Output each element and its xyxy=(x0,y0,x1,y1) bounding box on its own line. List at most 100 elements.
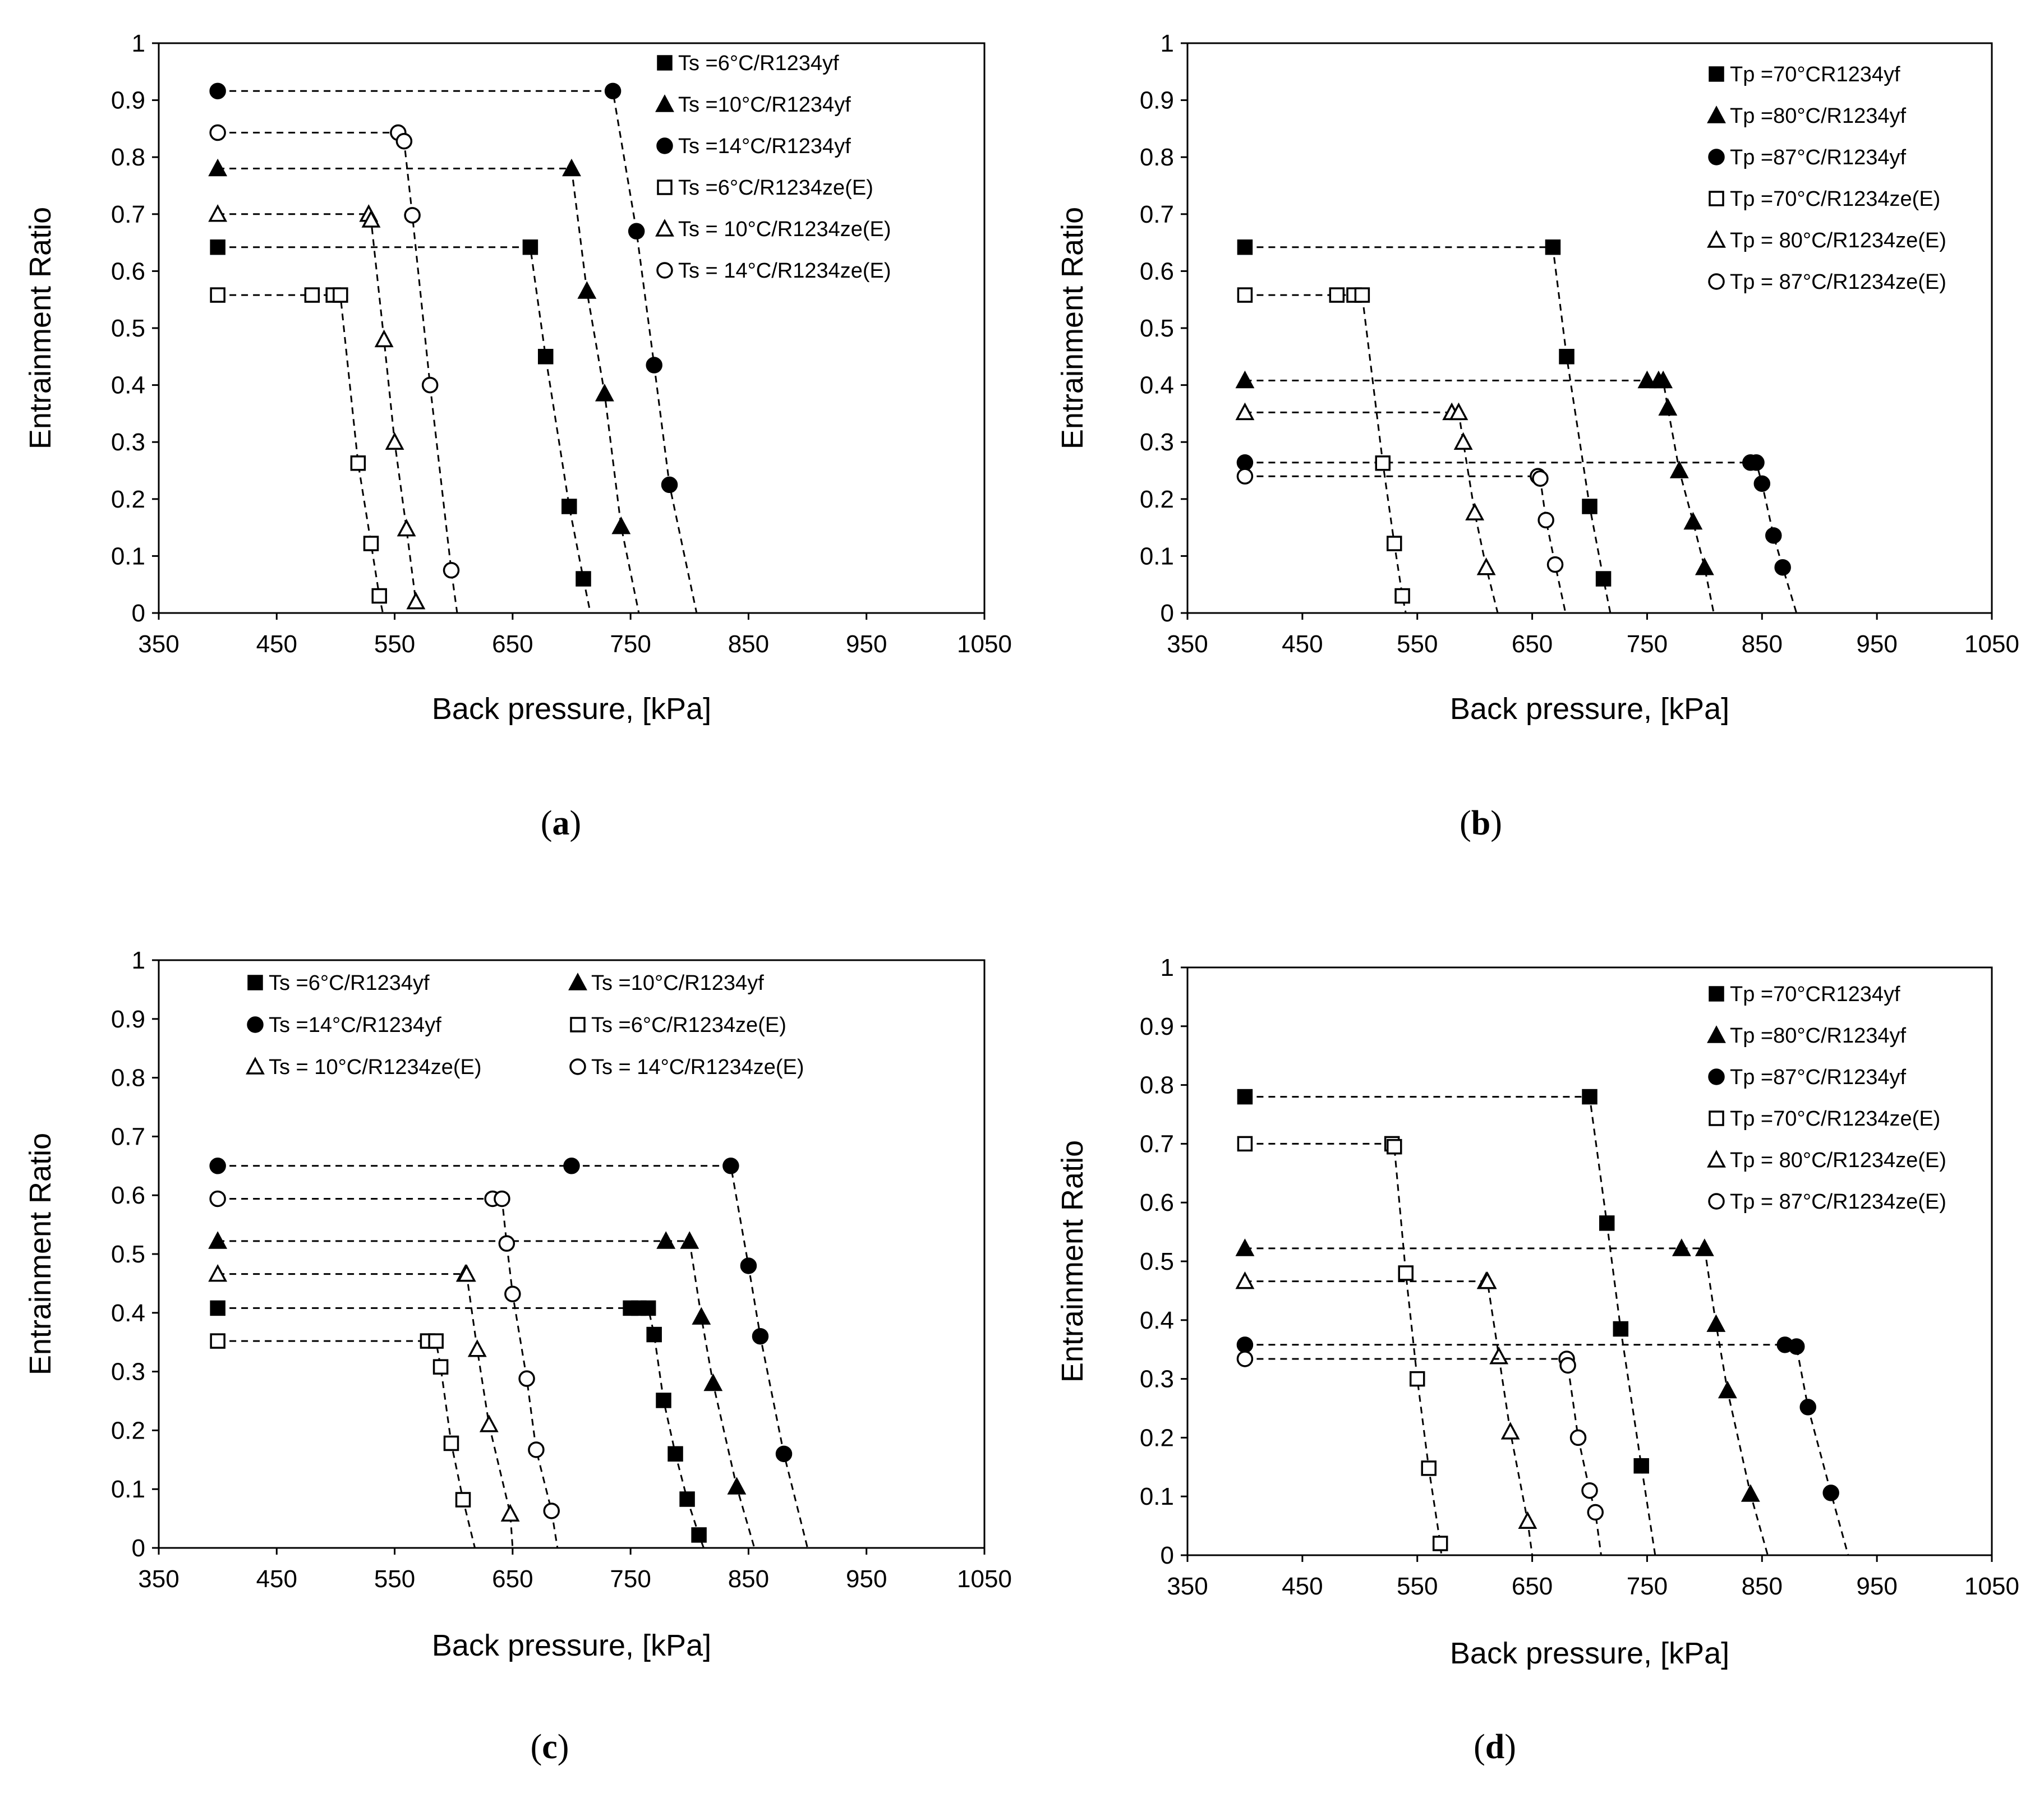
legend-item: Tp = 87°C/R1234ze(E) xyxy=(1708,1190,1946,1214)
data-point xyxy=(363,536,379,551)
y-tick-label: 0.8 xyxy=(1140,144,1174,171)
x-tick-label: 350 xyxy=(1167,630,1208,658)
x-tick-label: 550 xyxy=(374,630,415,658)
y-tick-label: 1 xyxy=(1161,954,1174,981)
data-point xyxy=(563,1158,580,1174)
legend-label: Tp =70°CR1234yf xyxy=(1730,63,1900,86)
data-point xyxy=(209,124,226,141)
legend-marker xyxy=(246,1057,265,1075)
series-5 xyxy=(208,1264,520,1548)
legend-item: Ts = 14°C/R1234ze(E) xyxy=(656,259,891,283)
series-4 xyxy=(210,287,387,614)
panel-label: (c) xyxy=(531,1728,569,1766)
data-point xyxy=(1559,1357,1576,1374)
series-4 xyxy=(1237,1136,1448,1556)
data-point xyxy=(1394,588,1410,604)
data-point xyxy=(406,591,426,610)
data-point xyxy=(397,518,416,537)
legend-marker xyxy=(1708,149,1725,165)
data-point xyxy=(562,158,581,177)
data-point xyxy=(691,1527,707,1543)
legend: Ts =6°C/R1234yf Ts =10°C/R1234yf Ts =14°C/… xyxy=(246,971,804,1079)
y-tick-label: 0.4 xyxy=(1140,1307,1174,1334)
data-point xyxy=(1587,1504,1604,1521)
data-point xyxy=(500,1504,520,1522)
y-tick-label: 0.5 xyxy=(1140,315,1174,342)
series-6 xyxy=(1236,1350,1604,1556)
data-point xyxy=(1465,503,1485,520)
legend-item: Ts =14°C/R1234yf xyxy=(656,135,851,158)
x-tick-label: 550 xyxy=(1397,630,1438,658)
legend-item: Ts =10°C/R1234yf xyxy=(655,93,851,117)
y-tick-label: 1 xyxy=(1161,30,1174,57)
series-5 xyxy=(208,204,426,614)
data-point xyxy=(428,1333,444,1349)
y-tick-label: 1 xyxy=(132,947,145,974)
legend-item: Ts =6°C/R1234yf xyxy=(247,971,430,995)
legend-marker xyxy=(1708,1068,1725,1085)
data-point xyxy=(1774,559,1791,576)
data-point xyxy=(1658,398,1678,416)
data-point xyxy=(385,432,404,450)
legend-marker xyxy=(655,219,674,237)
legend-marker xyxy=(569,1058,586,1075)
legend-item: Tp =87°C/R1234yf xyxy=(1708,1066,1907,1089)
y-tick-label: 0 xyxy=(1161,1542,1174,1569)
y-tick-label: 0.3 xyxy=(1140,428,1174,456)
y-tick-label: 0.1 xyxy=(111,542,145,570)
legend-item: Ts =14°C/R1234yf xyxy=(247,1013,441,1037)
panel-label: (a) xyxy=(541,804,581,842)
data-point xyxy=(404,207,421,224)
y-tick-label: 0.7 xyxy=(1140,1130,1174,1158)
data-point xyxy=(1753,475,1771,492)
data-point xyxy=(1235,402,1255,421)
data-point xyxy=(1569,1429,1587,1446)
data-point xyxy=(421,376,439,394)
data-point xyxy=(561,499,577,514)
legend-label: Tp =87°C/R1234yf xyxy=(1730,146,1907,169)
data-point xyxy=(1237,287,1253,303)
data-point xyxy=(467,1339,487,1357)
x-tick-label: 850 xyxy=(1742,1573,1783,1600)
data-point xyxy=(1741,1484,1760,1502)
x-tick-label: 450 xyxy=(1282,1573,1323,1600)
data-point xyxy=(528,1441,545,1458)
data-point xyxy=(1432,1536,1448,1551)
series-2 xyxy=(208,1231,756,1548)
series-3 xyxy=(1236,1336,1849,1556)
x-tick-label: 450 xyxy=(1282,630,1323,658)
y-axis-label: Entrainment Ratio xyxy=(24,207,57,449)
y-tick-label: 0.9 xyxy=(1140,1013,1174,1040)
data-point xyxy=(1537,511,1554,529)
data-point xyxy=(646,1326,662,1343)
data-point xyxy=(1669,460,1689,478)
series-line xyxy=(1245,1096,1656,1556)
data-point xyxy=(210,1333,225,1349)
data-point xyxy=(1236,468,1254,485)
series-3 xyxy=(209,82,698,614)
legend-item: Tp =80°C/R1234yf xyxy=(1707,1024,1907,1048)
x-axis-label: Back pressure, [kPa] xyxy=(1450,692,1729,726)
x-tick-label: 1050 xyxy=(1964,1573,2019,1600)
data-point xyxy=(1237,239,1253,255)
y-tick-label: 0.2 xyxy=(111,1417,145,1444)
x-tick-label: 450 xyxy=(256,630,297,658)
legend-item: Ts =6°C/R1234yf xyxy=(657,52,839,75)
legend-marker xyxy=(1708,1193,1725,1210)
data-point xyxy=(1633,1458,1649,1474)
series-line xyxy=(218,90,698,614)
data-point xyxy=(1409,1371,1425,1387)
data-point xyxy=(1518,1511,1537,1529)
legend-item: Ts =10°C/R1234yf xyxy=(568,971,764,995)
legend-label: Tp =70°C/R1234ze(E) xyxy=(1730,1107,1940,1131)
data-point xyxy=(537,349,554,365)
legend-label: Tp = 80°C/R1234ze(E) xyxy=(1730,1149,1946,1172)
legend-label: Ts =6°C/R1234ze(E) xyxy=(591,1013,786,1037)
series-1 xyxy=(210,239,592,614)
data-point xyxy=(1236,454,1254,471)
legend-marker xyxy=(1707,1150,1726,1168)
data-point xyxy=(208,1264,228,1282)
series-6 xyxy=(1236,468,1567,614)
data-point xyxy=(1532,470,1549,487)
